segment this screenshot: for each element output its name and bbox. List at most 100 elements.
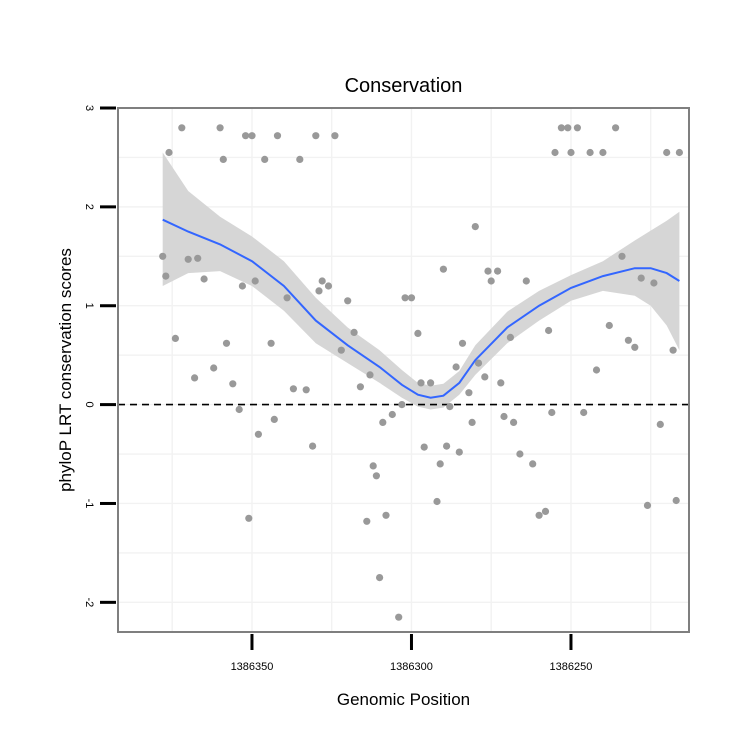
data-point (624, 336, 633, 344)
data-point (159, 252, 167, 260)
data-point (165, 148, 173, 157)
data-point (497, 379, 505, 387)
data-point (331, 132, 339, 140)
data-point (541, 507, 550, 515)
data-point (580, 408, 588, 417)
data-point (379, 418, 387, 426)
data-point (309, 442, 317, 450)
data-point (251, 277, 259, 285)
data-point (452, 363, 460, 371)
confidence-band (162, 152, 680, 410)
data-point (184, 255, 192, 263)
chart-title: Conservation (345, 75, 463, 97)
y-tick-label: 0 (83, 402, 95, 408)
data-point (395, 613, 403, 621)
data-point (194, 254, 202, 262)
data-point (548, 408, 556, 417)
data-point (318, 277, 326, 285)
data-point (599, 148, 607, 157)
y-axis-label: phyloP LRT conservation scores (56, 248, 75, 492)
data-point (669, 346, 677, 354)
data-point (650, 279, 658, 287)
plot-area: -2 -1 0 1 2 3 1386350 1386300 1386250 (83, 105, 690, 673)
data-point (605, 321, 613, 330)
data-point (312, 132, 320, 140)
data-point (567, 148, 575, 157)
y-tick-label: -2 (83, 597, 95, 607)
data-point (631, 343, 639, 351)
data-point (675, 148, 684, 157)
data-point (382, 511, 390, 519)
data-point (484, 267, 492, 275)
data-point (672, 496, 680, 505)
data-point (474, 359, 483, 367)
x-axis-label: Genomic Position (337, 690, 470, 709)
data-point (216, 124, 224, 132)
data-point (592, 366, 601, 374)
data-point (270, 415, 278, 423)
data-point (407, 294, 416, 302)
data-point (369, 462, 377, 470)
data-point (376, 574, 384, 582)
data-point (414, 329, 422, 337)
data-point (446, 403, 454, 411)
data-point (248, 132, 256, 140)
x-tick-label: 1386300 (390, 661, 433, 673)
data-point (350, 328, 358, 336)
data-point (458, 339, 467, 347)
data-point (401, 294, 409, 302)
data-point (363, 517, 371, 525)
data-point (433, 497, 441, 506)
data-point (366, 371, 374, 379)
data-point (443, 442, 451, 450)
y-tick-label: 2 (83, 204, 95, 210)
data-point (296, 155, 304, 163)
data-point (427, 379, 435, 387)
data-point (551, 148, 559, 157)
data-point (283, 294, 291, 302)
data-point (388, 410, 396, 419)
y-tick-label: 3 (83, 105, 95, 111)
data-point (455, 448, 463, 456)
data-point (481, 373, 489, 381)
data-point (235, 405, 243, 414)
data-point (465, 389, 473, 397)
data-point (242, 132, 250, 140)
data-point (222, 339, 231, 347)
data-point (337, 346, 345, 354)
data-point (663, 148, 671, 157)
data-point (267, 339, 275, 347)
data-point (229, 380, 237, 388)
data-point (171, 334, 179, 342)
data-point (500, 412, 508, 421)
data-point (439, 265, 447, 273)
data-point (516, 450, 524, 458)
data-point (506, 333, 514, 341)
smooth-trend-line (162, 218, 680, 399)
data-point (557, 124, 566, 132)
data-point (535, 511, 543, 519)
data-point (487, 277, 495, 285)
data-point (545, 326, 553, 335)
data-point (468, 418, 476, 426)
data-point (372, 472, 380, 480)
data-point (191, 374, 199, 382)
y-tick-label: 1 (83, 303, 95, 309)
data-point (210, 364, 218, 372)
x-tick-label: 1386350 (231, 661, 274, 673)
data-point (344, 297, 352, 305)
data-point (261, 155, 269, 163)
data-point (529, 460, 537, 468)
data-point (254, 430, 262, 438)
data-point (315, 287, 323, 295)
data-point (586, 148, 594, 157)
x-tick-label: 1386250 (550, 661, 593, 673)
data-point (436, 460, 444, 468)
data-point (509, 418, 518, 426)
data-point (178, 124, 186, 132)
data-point (200, 275, 208, 283)
panel-border (117, 107, 690, 633)
data-point (245, 514, 253, 522)
data-point (324, 282, 333, 290)
